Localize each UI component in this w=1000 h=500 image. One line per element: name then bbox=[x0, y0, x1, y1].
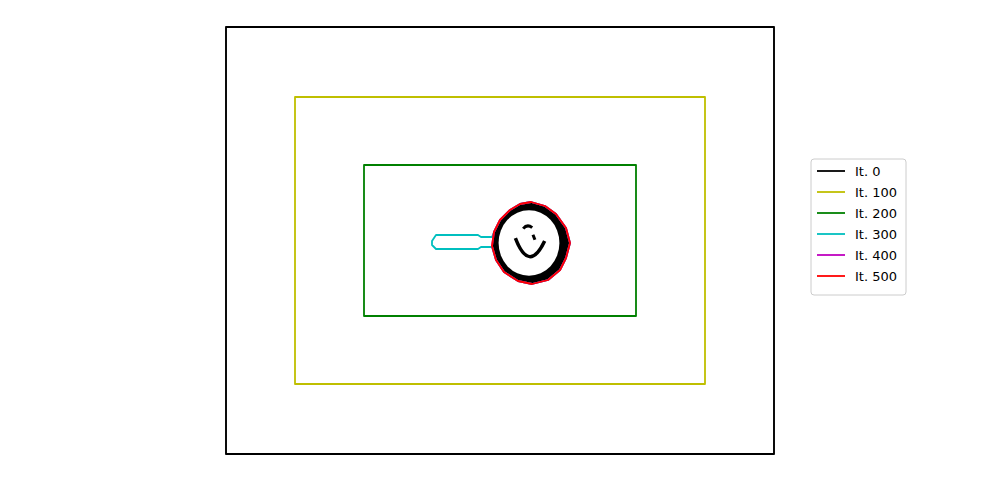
eye bbox=[523, 226, 532, 229]
object-fill bbox=[492, 202, 570, 284]
legend-line bbox=[817, 275, 845, 277]
legend-line bbox=[817, 191, 845, 193]
legend-label: It. 0 bbox=[855, 164, 880, 179]
eye bbox=[533, 235, 535, 240]
contour bbox=[432, 202, 570, 284]
smile bbox=[515, 238, 544, 257]
legend-label: It. 300 bbox=[855, 227, 897, 242]
contour bbox=[492, 202, 570, 284]
legend-line bbox=[817, 233, 845, 235]
legend-line bbox=[817, 170, 845, 172]
object-interior bbox=[499, 210, 560, 276]
legend-line bbox=[817, 212, 845, 214]
legend-line bbox=[817, 254, 845, 256]
chart: It. 0 It. 100 It. 200 It. 300 It. 400 It. 500 bbox=[0, 0, 1000, 500]
legend-label: It. 200 bbox=[855, 206, 897, 221]
contour bbox=[226, 27, 774, 454]
plot-area bbox=[226, 27, 774, 454]
segmented-object bbox=[492, 202, 570, 284]
legend-box bbox=[811, 159, 906, 295]
plot-frame bbox=[226, 27, 774, 454]
contour bbox=[295, 97, 705, 384]
legend-label: It. 500 bbox=[855, 269, 897, 284]
contour bbox=[364, 165, 636, 316]
legend-label: It. 400 bbox=[855, 248, 897, 263]
legend: It. 0 It. 100 It. 200 It. 300 It. 400 It. 500 bbox=[811, 159, 906, 295]
legend-label: It. 100 bbox=[855, 185, 897, 200]
contour bbox=[492, 202, 570, 284]
